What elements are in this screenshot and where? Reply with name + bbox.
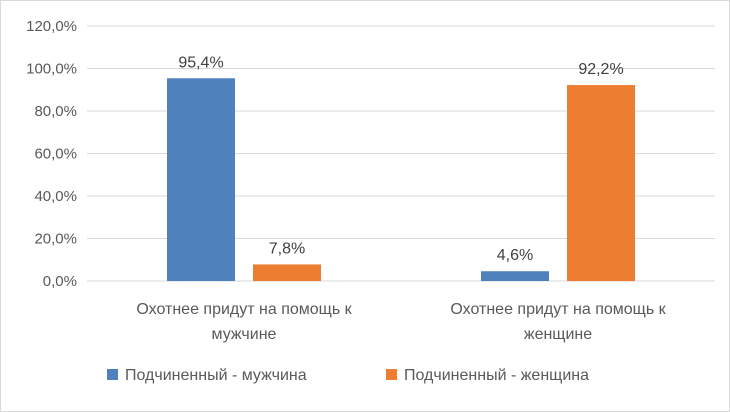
y-tick-label: 100,0% [26,61,77,78]
category-label: женщине [524,326,592,343]
data-label: 4,6% [497,247,533,264]
y-tick-label: 60,0% [34,146,77,163]
bars [167,78,635,282]
y-tick-label: 120,0% [26,18,77,35]
y-tick-label: 80,0% [34,103,77,120]
data-label: 7,8% [269,240,305,257]
category-label: Охотнее придут на помощь к [136,301,352,318]
bar-female-subordinate [567,85,635,281]
y-axis-tick-labels: 0,0% 20,0% 40,0% 60,0% 80,0% 100,0% 120,0% [26,18,77,290]
legend-swatch [107,369,118,380]
bar-male-subordinate [481,271,549,281]
x-axis-category-labels: Охотнее придут на помощь к мужчине Охотнее… [136,301,666,343]
data-label: 92,2% [578,61,623,78]
legend-label: Подчиненный - женщина [404,367,589,384]
y-tick-label: 0,0% [43,273,77,290]
category-label: Охотнее придут на помощь к [450,301,666,318]
legend-swatch [386,369,397,380]
data-labels: 95,4% 7,8% 4,6% 92,2% [178,54,623,264]
legend-label: Подчиненный - мужчина [125,367,307,384]
data-label: 95,4% [178,54,223,71]
bar-female-subordinate [253,264,321,281]
bar-male-subordinate [167,78,235,282]
y-tick-label: 20,0% [34,231,77,248]
category-label: мужчине [212,326,277,343]
y-tick-label: 40,0% [34,188,77,205]
legend: Подчиненный - мужчина Подчиненный - женщи… [107,367,589,384]
